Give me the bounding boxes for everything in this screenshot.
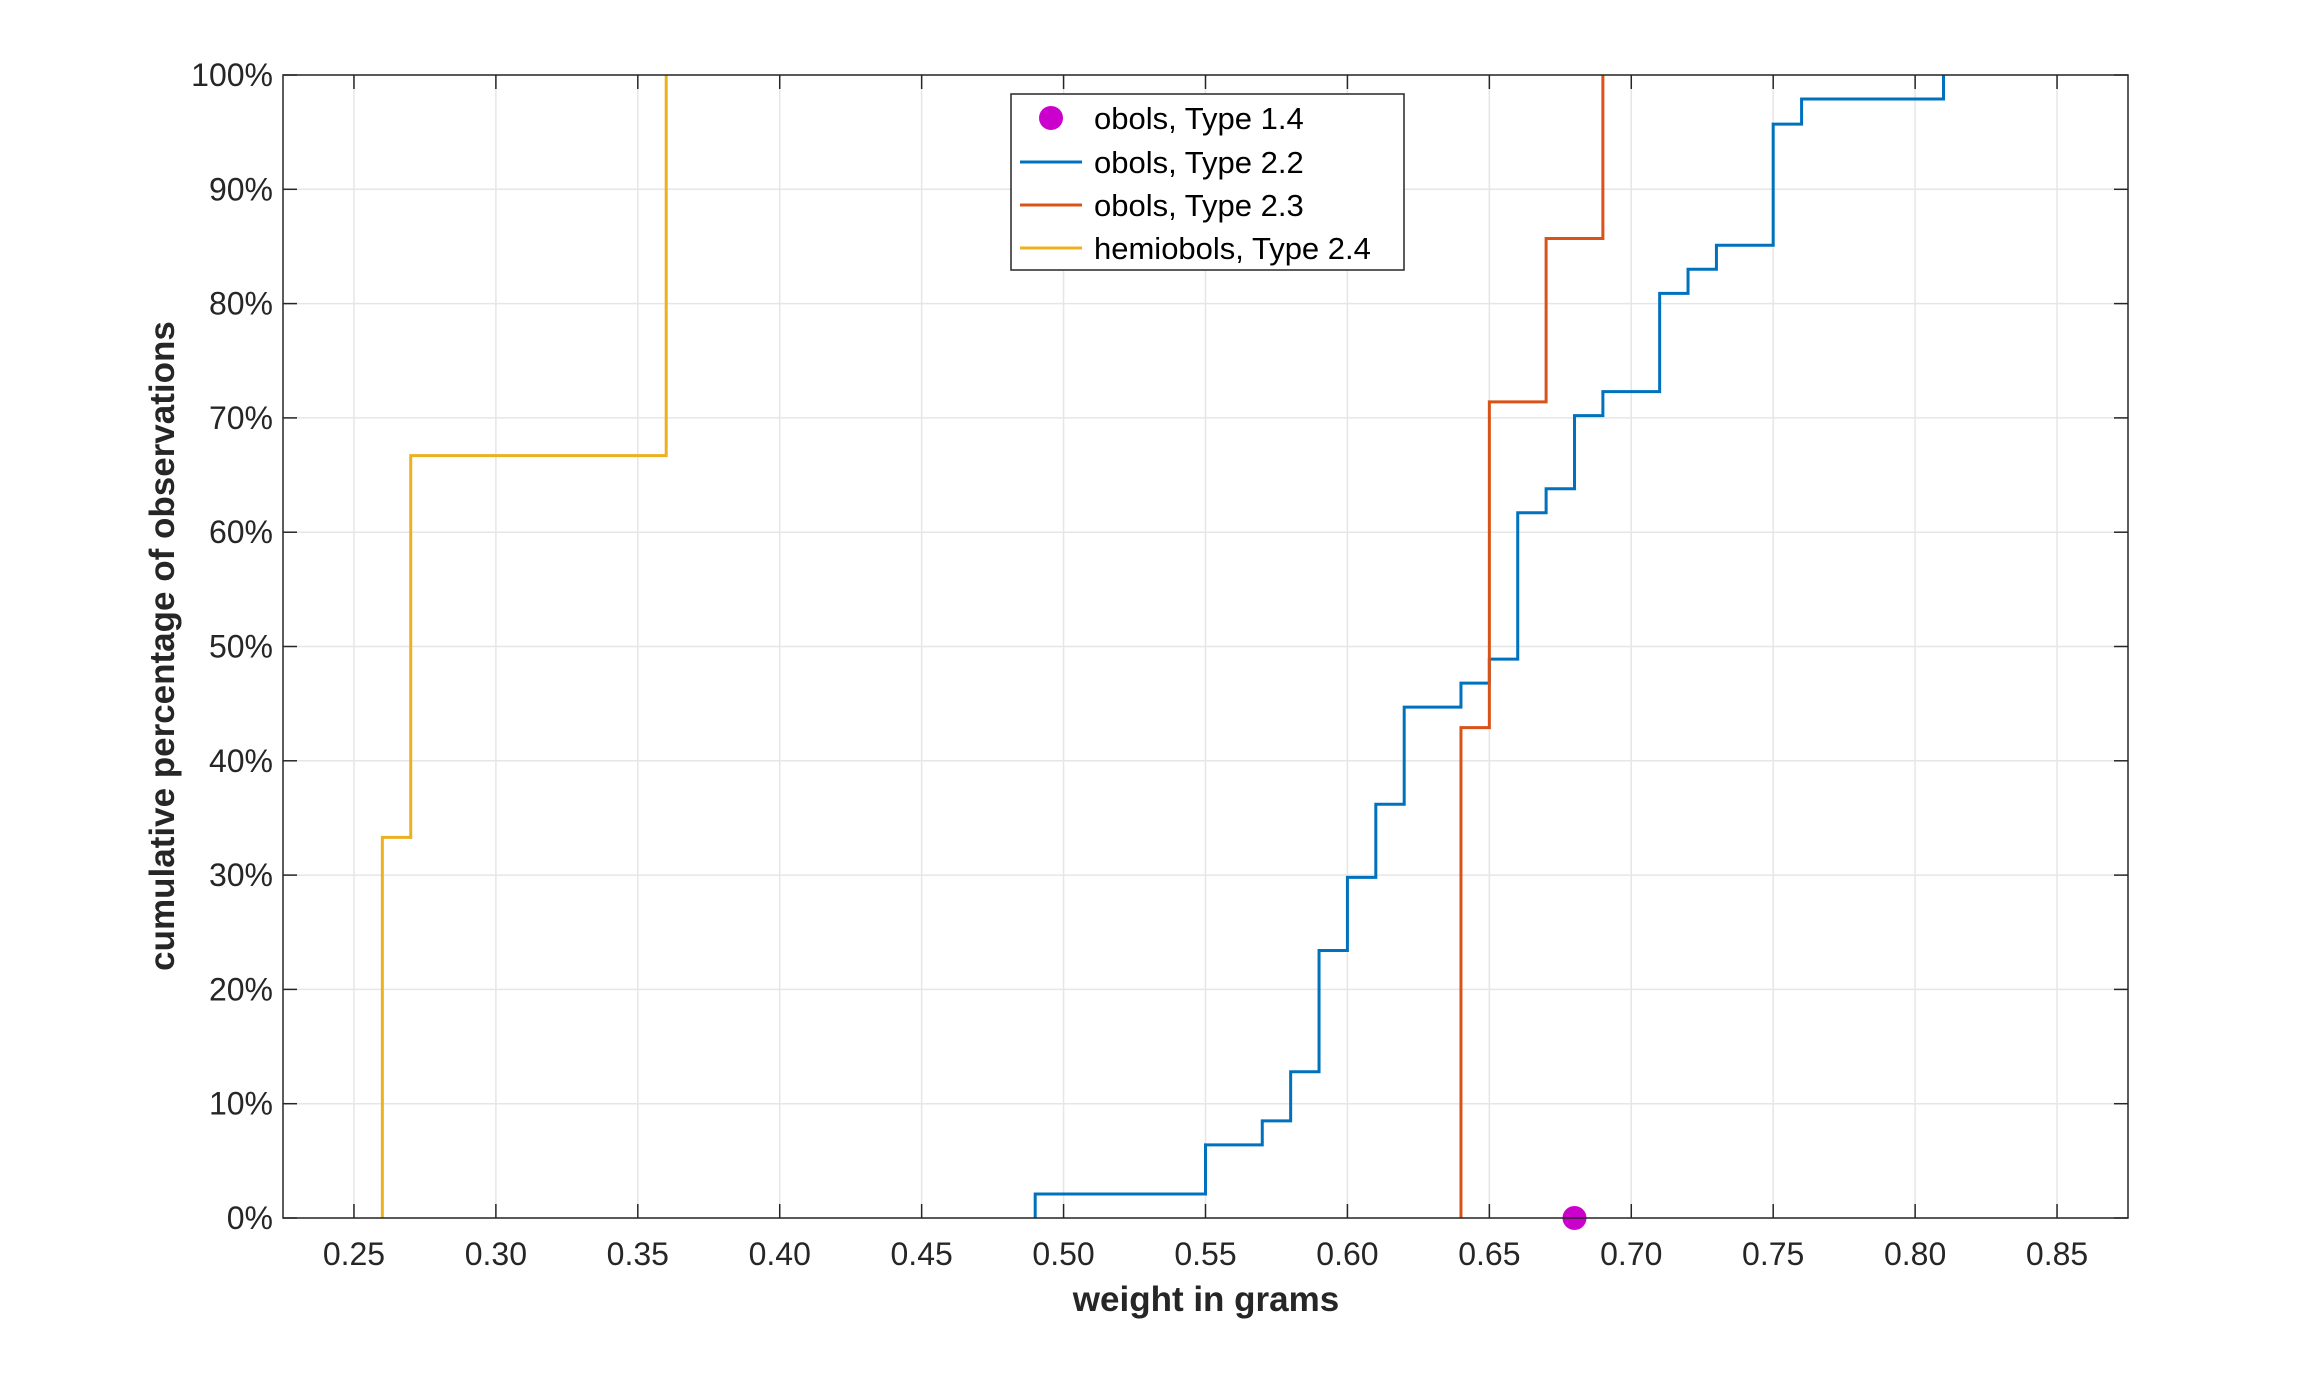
series-group [380,75,1945,1230]
legend-label-type-2-4: hemiobols, Type 2.4 [1094,231,1371,266]
x-tick-label: 0.45 [891,1236,953,1272]
y-tick-label: 70% [209,400,273,436]
tick-labels: 0.25 0.30 0.35 0.40 0.45 0.50 0.55 0.60 0.65 0.70… [191,57,2088,1272]
x-tick-label: 0.30 [465,1236,527,1272]
x-tick-label: 0.25 [323,1236,385,1272]
y-tick-label: 10% [209,1086,273,1122]
x-tick-label: 0.70 [1600,1236,1662,1272]
y-tick-label: 100% [191,57,273,93]
x-tick-label: 0.80 [1884,1236,1946,1272]
x-tick-label: 0.50 [1032,1236,1094,1272]
legend-label-type-2-3: obols, Type 2.3 [1094,188,1304,223]
series-line-obols-type-2-2 [1033,75,1945,1218]
y-tick-label: 50% [209,629,273,665]
y-tick-label: 0% [227,1200,273,1236]
y-tick-label: 90% [209,171,273,207]
y-tick-label: 40% [209,743,273,779]
grid-lines [283,74,2128,1219]
x-tick-label: 0.60 [1316,1236,1378,1272]
y-tick-label: 80% [209,286,273,322]
legend-marker-type-1-4 [1039,106,1063,130]
series-line-obols-type-2-3 [1459,75,1605,1218]
legend: obols, Type 1.4 obols, Type 2.2 obols, T… [1010,93,1405,271]
x-tick-label: 0.35 [607,1236,669,1272]
x-tick-label: 0.65 [1458,1236,1520,1272]
x-axis-title: weight in grams [1072,1280,1339,1319]
x-tick-label: 0.40 [749,1236,811,1272]
x-tick-label: 0.75 [1742,1236,1804,1272]
legend-box [1010,93,1405,271]
x-tick-label: 0.85 [2026,1236,2088,1272]
x-tick-label: 0.55 [1174,1236,1236,1272]
legend-label-type-2-2: obols, Type 2.2 [1094,145,1304,180]
plot-frame [282,74,2129,1219]
series-line-hemiobols-type-2-4 [380,75,668,1218]
y-tick-label: 60% [209,514,273,550]
y-axis-title: cumulative percentage of observations [143,321,182,971]
y-tick-label: 20% [209,971,273,1007]
legend-label-type-1-4: obols, Type 1.4 [1094,101,1304,136]
y-tick-label: 30% [209,857,273,893]
